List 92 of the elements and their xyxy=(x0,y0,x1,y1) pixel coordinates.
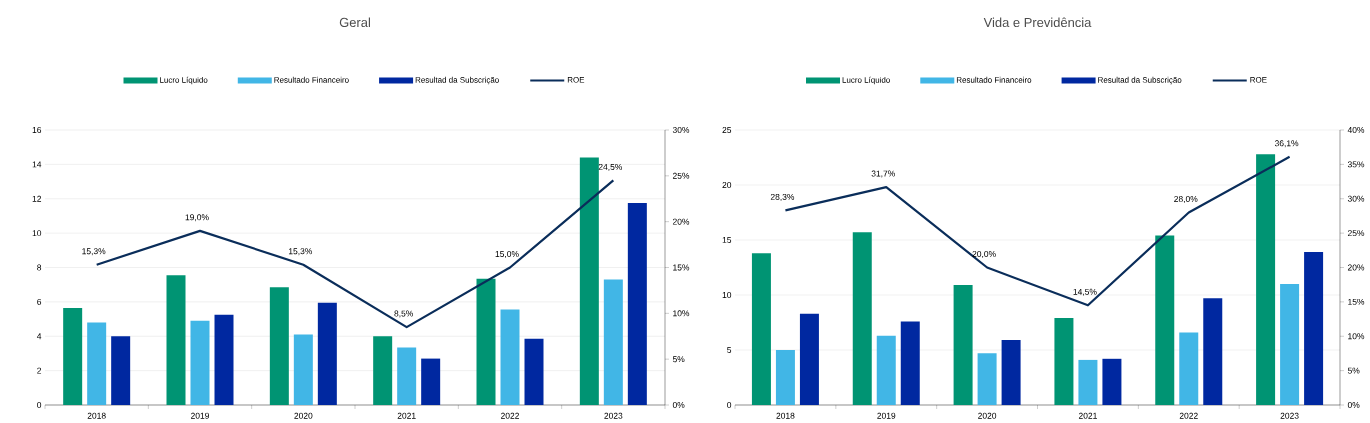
data-label: 36,1% xyxy=(1274,140,1299,148)
y2-tick-label: 20% xyxy=(1347,264,1365,271)
bar xyxy=(876,335,896,405)
y-tick-label: 20 xyxy=(722,182,732,188)
bar xyxy=(1001,340,1021,405)
y2-tick-label: 40% xyxy=(1347,127,1365,133)
bar xyxy=(799,313,819,405)
y-tick-label: 6 xyxy=(37,298,42,305)
y2-tick-label: 0% xyxy=(672,402,685,408)
bar xyxy=(1280,284,1300,405)
bar xyxy=(214,314,234,405)
x-tick-label: 2018 xyxy=(776,412,795,419)
data-label: 19,0% xyxy=(185,214,209,222)
bar xyxy=(953,285,973,405)
y-tick-label: 15 xyxy=(722,237,732,243)
y2-tick-label: 0% xyxy=(1347,402,1360,408)
y2-tick-label: 25% xyxy=(672,172,690,179)
x-tick-label: 2021 xyxy=(1078,412,1097,419)
bar xyxy=(63,307,83,405)
data-label: 15,0% xyxy=(495,250,519,258)
data-label: 28,0% xyxy=(1174,195,1198,203)
x-tick-label: 2022 xyxy=(1179,412,1198,419)
bar xyxy=(852,232,872,405)
x-tick-label: 2021 xyxy=(397,412,416,419)
x-tick-label: 2020 xyxy=(978,412,997,419)
data-label: 31,7% xyxy=(871,170,895,178)
x-tick-label: 2019 xyxy=(191,412,210,419)
bar xyxy=(751,253,771,405)
bar xyxy=(397,347,417,405)
bar xyxy=(1155,235,1175,405)
y2-tick-label: 35% xyxy=(1347,161,1365,168)
y2-tick-label: 10% xyxy=(1348,333,1365,340)
bar xyxy=(190,320,210,405)
y2-tick-label: 5% xyxy=(1347,367,1360,374)
y2-tick-label: 25% xyxy=(1347,230,1365,237)
bar xyxy=(111,336,131,405)
bar xyxy=(603,279,623,405)
x-tick-label: 2019 xyxy=(877,412,896,419)
y2-tick-label: 15% xyxy=(673,264,690,271)
y-tick-label: 10 xyxy=(722,292,732,298)
bar xyxy=(373,336,393,405)
data-label: 28,3% xyxy=(770,193,795,201)
y2-tick-label: 10% xyxy=(673,310,690,317)
y-tick-label: 4 xyxy=(36,333,42,340)
data-label: 15,3% xyxy=(288,248,313,256)
bar xyxy=(579,157,599,405)
data-label: 8,5% xyxy=(394,310,414,318)
chart-title: Geral xyxy=(339,17,370,28)
y2-tick-label: 30% xyxy=(1347,195,1365,202)
bar xyxy=(627,203,647,405)
bar xyxy=(476,278,496,405)
y2-tick-label: 20% xyxy=(672,218,690,225)
data-label: 14,5% xyxy=(1073,288,1097,296)
x-tick-label: 2023 xyxy=(1280,412,1299,419)
bar xyxy=(775,350,795,405)
data-label: 15,3% xyxy=(82,248,106,256)
bar xyxy=(1102,358,1122,405)
y-tick-label: 12 xyxy=(32,195,42,202)
bar xyxy=(1304,252,1324,405)
y-tick-label: 16 xyxy=(32,127,42,133)
bar xyxy=(269,287,289,405)
bar xyxy=(977,353,997,405)
y2-tick-label: 30% xyxy=(672,127,690,133)
bar xyxy=(293,334,313,405)
y-tick-label: 14 xyxy=(32,161,42,168)
bar xyxy=(87,322,107,405)
y-tick-label: 2 xyxy=(37,367,42,374)
x-tick-label: 2018 xyxy=(87,412,106,419)
x-tick-label: 2020 xyxy=(294,412,313,419)
bar xyxy=(317,302,337,405)
bar xyxy=(1054,318,1074,405)
y2-tick-label: 15% xyxy=(1348,298,1365,305)
bar xyxy=(1256,154,1276,405)
bar xyxy=(1078,359,1098,405)
y-tick-label: 25 xyxy=(722,127,732,133)
y-tick-label: 10 xyxy=(32,230,42,237)
bar xyxy=(421,358,441,405)
bar xyxy=(900,321,920,405)
y-tick-label: 5 xyxy=(727,347,732,353)
x-tick-label: 2023 xyxy=(604,412,623,419)
bar xyxy=(166,275,186,405)
y-tick-label: 0 xyxy=(727,402,732,408)
x-tick-label: 2022 xyxy=(501,412,519,419)
data-label: 20,0% xyxy=(972,250,996,258)
bar xyxy=(1203,298,1223,405)
bar xyxy=(1179,332,1199,405)
bar xyxy=(500,309,520,405)
y-tick-label: 8 xyxy=(37,264,42,271)
y2-tick-label: 5% xyxy=(672,356,685,363)
chart-title: Vida e Previdência xyxy=(983,17,1092,28)
y-tick-label: 0 xyxy=(37,402,42,408)
bar xyxy=(524,338,544,405)
